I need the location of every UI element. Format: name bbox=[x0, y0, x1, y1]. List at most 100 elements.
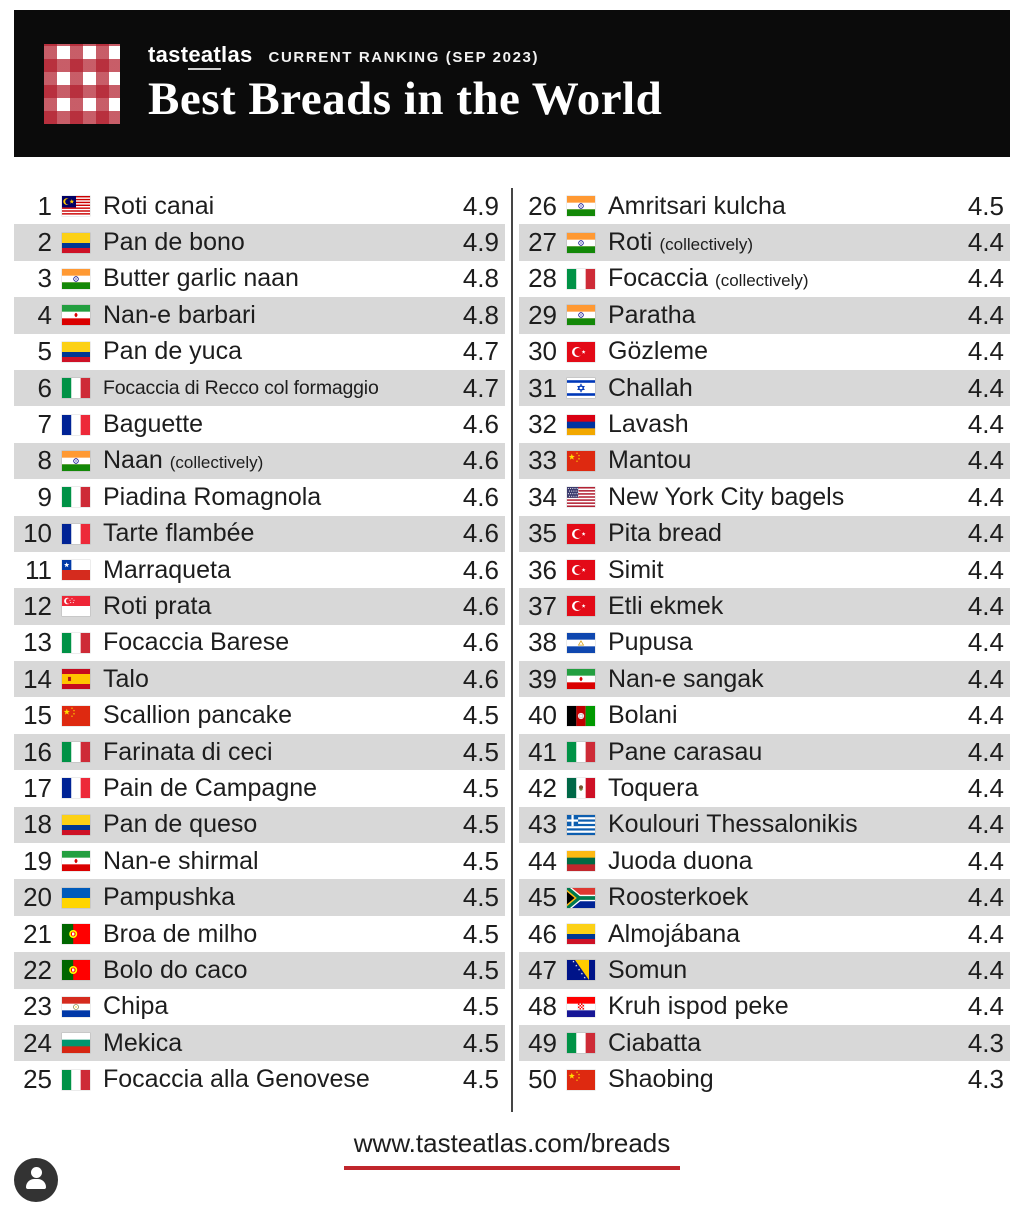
rank-number: 22 bbox=[23, 954, 52, 985]
table-row: 34 New York City bagels 4.4 bbox=[519, 479, 1010, 515]
bread-name: Kruh ispod peke bbox=[608, 992, 789, 1021]
flag-india-icon bbox=[567, 305, 595, 326]
bread-name: Talo bbox=[103, 664, 149, 693]
score: 4.6 bbox=[462, 409, 499, 440]
rank-number: 30 bbox=[528, 336, 557, 367]
score: 4.5 bbox=[462, 772, 499, 803]
bread-name: Roti prata bbox=[103, 591, 212, 620]
rank-number: 8 bbox=[37, 445, 52, 476]
bread-name: Farinata di ceci bbox=[103, 737, 273, 766]
bread-name: Koulouri Thessalonikis bbox=[608, 810, 858, 839]
flag-italy-icon bbox=[567, 1033, 595, 1054]
person-icon bbox=[30, 1167, 42, 1178]
column-divider bbox=[511, 188, 513, 1112]
table-row: 39 Nan-e sangak 4.4 bbox=[519, 661, 1010, 698]
rank-number: 47 bbox=[528, 954, 557, 985]
score: 4.4 bbox=[967, 372, 1004, 403]
bread-name: Challah bbox=[608, 373, 693, 402]
rank-number: 44 bbox=[528, 845, 557, 876]
rank-number: 17 bbox=[23, 772, 52, 803]
bread-name: Simit bbox=[608, 555, 664, 584]
rank-number: 43 bbox=[528, 809, 557, 840]
ranking-list: 1 Roti canai 4.9 2 Pan de bono 4.9 3 But… bbox=[14, 188, 1010, 1112]
score: 4.4 bbox=[967, 627, 1004, 658]
table-row: 9 Piadina Romagnola 4.6 bbox=[14, 479, 505, 515]
footer: www.tasteatlas.com/breads bbox=[0, 1128, 1024, 1170]
score: 4.7 bbox=[462, 372, 499, 403]
rank-number: 13 bbox=[23, 627, 52, 658]
table-row: 41 Pane carasau 4.4 bbox=[519, 733, 1010, 771]
table-row: 44 Juoda duona 4.4 bbox=[519, 843, 1010, 879]
bread-name: Nan-e shirmal bbox=[103, 846, 259, 875]
bread-name: Paratha bbox=[608, 300, 696, 329]
bread-name: Somun bbox=[608, 955, 688, 984]
website-link[interactable]: www.tasteatlas.com/breads bbox=[343, 1128, 681, 1170]
flag-iran-icon bbox=[567, 669, 595, 690]
flag-spain-icon bbox=[62, 669, 90, 690]
bread-name: Pupusa bbox=[608, 628, 693, 657]
score: 4.4 bbox=[967, 554, 1004, 585]
profile-avatar[interactable] bbox=[14, 1158, 58, 1202]
rank-number: 26 bbox=[528, 190, 557, 221]
table-row: 45 Roosterkoek 4.4 bbox=[519, 879, 1010, 916]
table-row: 26 Amritsari kulcha 4.5 bbox=[519, 188, 1010, 224]
flag-colombia-icon bbox=[567, 924, 595, 944]
table-row: 47 Somun 4.4 bbox=[519, 952, 1010, 989]
score: 4.6 bbox=[462, 554, 499, 585]
score: 4.4 bbox=[967, 518, 1004, 549]
table-row: 28 Focaccia (collectively) 4.4 bbox=[519, 261, 1010, 297]
flag-iran-icon bbox=[62, 851, 90, 872]
bread-name: Bolo do caco bbox=[103, 955, 248, 984]
flag-turkey-icon bbox=[567, 523, 595, 544]
score: 4.9 bbox=[462, 190, 499, 221]
bread-note: (collectively) bbox=[715, 271, 809, 291]
score: 4.4 bbox=[967, 918, 1004, 949]
bread-name: Pain de Campagne bbox=[103, 773, 318, 802]
score: 4.4 bbox=[967, 882, 1004, 913]
table-row: 14 Talo 4.6 bbox=[14, 661, 505, 698]
rank-number: 40 bbox=[528, 700, 557, 731]
rank-number: 25 bbox=[23, 1064, 52, 1095]
score: 4.5 bbox=[462, 736, 499, 767]
table-row: 13 Focaccia Barese 4.6 bbox=[14, 625, 505, 661]
flag-india-icon bbox=[567, 232, 595, 253]
table-row: 48 Kruh ispod peke 4.4 bbox=[519, 989, 1010, 1025]
table-row: 38 Pupusa 4.4 bbox=[519, 625, 1010, 661]
score: 4.4 bbox=[967, 481, 1004, 512]
flag-italy-icon bbox=[62, 632, 90, 653]
score: 4.8 bbox=[462, 299, 499, 330]
rank-number: 1 bbox=[37, 190, 52, 221]
flag-iran-icon bbox=[62, 305, 90, 326]
score: 4.4 bbox=[967, 736, 1004, 767]
rank-number: 39 bbox=[528, 663, 557, 694]
bread-name: Chipa bbox=[103, 992, 169, 1021]
score: 4.4 bbox=[967, 845, 1004, 876]
flag-armenia-icon bbox=[567, 414, 595, 435]
table-row: 12 Roti prata 4.6 bbox=[14, 588, 505, 625]
rank-number: 38 bbox=[528, 627, 557, 658]
tasteatlas-logo: tasteatlas bbox=[148, 41, 253, 70]
bread-name: Pan de yuca bbox=[103, 337, 242, 366]
rank-number: 34 bbox=[528, 481, 557, 512]
rank-number: 29 bbox=[528, 299, 557, 330]
flag-bulgaria-icon bbox=[62, 1033, 90, 1054]
bread-name: New York City bagels bbox=[608, 482, 845, 511]
flag-bosnia-icon bbox=[567, 960, 595, 981]
flag-china-icon bbox=[567, 1069, 595, 1090]
score: 4.6 bbox=[462, 663, 499, 694]
table-row: 42 Toquera 4.4 bbox=[519, 770, 1010, 806]
rank-number: 27 bbox=[528, 227, 557, 258]
table-row: 43 Koulouri Thessalonikis 4.4 bbox=[519, 806, 1010, 844]
flag-turkey-icon bbox=[567, 341, 595, 362]
rank-number: 7 bbox=[37, 409, 52, 440]
bread-name: Lavash bbox=[608, 410, 689, 439]
bread-name: Etli ekmek bbox=[608, 591, 724, 620]
flag-paraguay-icon bbox=[62, 996, 90, 1017]
score: 4.3 bbox=[967, 1027, 1004, 1058]
rank-number: 46 bbox=[528, 918, 557, 949]
score: 4.5 bbox=[462, 954, 499, 985]
bread-name: Naan bbox=[103, 446, 163, 475]
score: 4.5 bbox=[462, 918, 499, 949]
rank-number: 23 bbox=[23, 991, 52, 1022]
table-row: 10 Tarte flambée 4.6 bbox=[14, 515, 505, 552]
